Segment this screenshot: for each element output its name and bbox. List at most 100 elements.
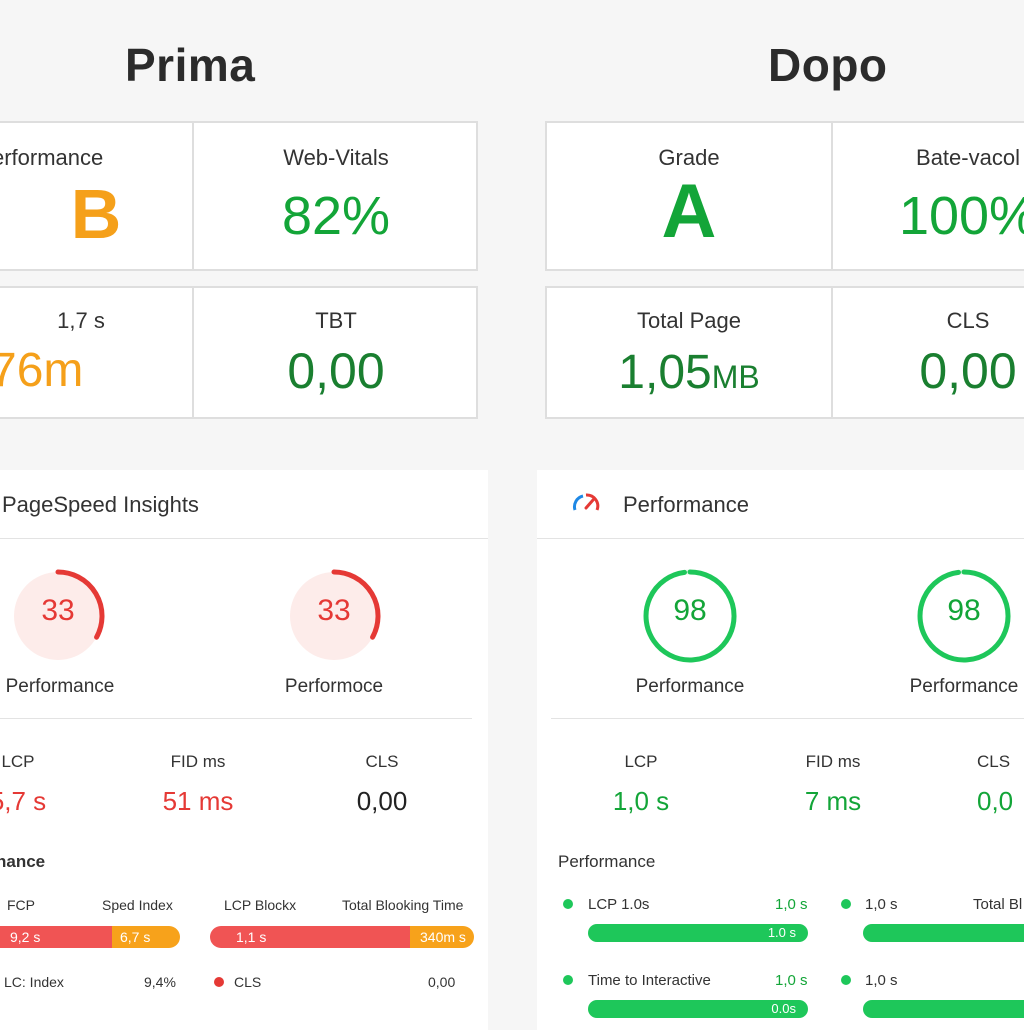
metric-lcp-value: 1,0 s [612,786,670,816]
gauge-label: Performance [5,676,115,697]
metric-fid-value: 51 ms [162,786,234,816]
audit-item-label: 1,0 s [865,896,898,913]
load-time-value: 76m [0,344,84,397]
grade-label: Grade [658,145,720,170]
fcp-speed-index-bar: 9,2 s 6,7 s [0,926,180,948]
bar-segment: 1,1 s [210,926,410,948]
grade-value: A [661,169,717,254]
audit-item-bar [863,924,1024,942]
gauge-score: 98 [947,594,981,627]
tbt-cell: TBT 0,00 [194,288,478,417]
section-label: Performance [558,852,656,871]
metric-cls-value: 0,0 [977,786,1014,816]
performance-gauge: 98 [914,566,1014,666]
pagespeed-header: PageSpeed Insights [0,470,488,539]
gauge-arc [917,569,1011,663]
bar-segment: 340m s [410,926,474,948]
bar-label-speed-index: Sped Index [102,897,173,913]
right-gtmetrix-card-top: Grade A Bate-vacol 100% [545,121,1024,271]
gauge-label: Performance [909,676,1019,697]
audit-item-label: Time to Interactive [588,972,711,989]
gauge-score: 33 [41,594,75,627]
load-time-cell: 1,7 s 76m [0,288,192,417]
green-dot-icon [841,899,851,909]
bate-vacol-cell: Bate-vacol 100% [833,123,1024,269]
bate-vacol-label: Bate-vacol [916,145,1020,170]
bar-segment: 1.0 s [767,925,796,940]
left-gtmetrix-card-bottom: 1,7 s 76m TBT 0,00 [0,286,478,419]
pagespeed-title: PageSpeed Insights [2,492,199,517]
metric-fid-label: FID ms [805,752,861,771]
right-cls-label: CLS [946,308,990,333]
total-page-unit: MB [711,359,760,395]
metric-cls-label: CLS [977,752,1011,771]
metric-fid-label: FID ms [170,752,226,771]
divider [192,123,194,269]
gauge-ring [290,569,381,660]
gauge-ring [14,569,105,660]
divider [831,123,833,269]
left-pagespeed-panel: PageSpeed Insights 33 Performance 33 Per… [0,470,488,1030]
right-column-title: Dopo [768,39,888,91]
green-dot-icon [841,975,851,985]
lcp-tbt-bar: 1,1 s 340m s [210,926,474,948]
lc-index-label: LC: Index [4,974,64,990]
green-dot-icon [563,975,573,985]
section-label: hance [0,852,46,871]
audit-item-value: Total Bl [973,896,1023,913]
audit-item-bar: 0.0s [588,1000,808,1018]
total-page-label: Total Page [637,308,741,333]
gauge-arc [331,569,381,640]
gauge-arc [643,569,737,663]
performance-label: erformance [0,145,104,170]
bar-label-total-blocking-time: Total Blooking Time [342,897,464,913]
web-vitals-cell: Web-Vitals 82% [194,123,478,269]
metric-lcp-label: LCP [624,752,658,771]
audit-item-bar: 1.0 s [588,924,808,942]
web-vitals-value: 82% [281,186,391,246]
gauge-score: 98 [673,594,707,627]
cls-value: 0,00 [428,974,456,990]
right-cls-value: 0,00 [919,343,1017,399]
bar-segment: 0.0s [771,1001,796,1016]
tbt-value: 0,00 [287,343,385,399]
gauge-label: Performance [635,676,745,697]
bate-vacol-value: 100% [898,186,1024,246]
audit-item-label: LCP 1.0s [588,896,650,913]
performance-grade-value: B [70,175,122,253]
bar-segment: 9,2 s [0,926,112,948]
metric-lcp-label: LCP [1,752,35,771]
cls-label: CLS [234,974,262,990]
red-dot-icon [214,977,224,987]
performance-gauge: 98 [640,566,740,666]
right-cls-cell: CLS 0,00 [833,288,1024,417]
total-page-value: 1,05MB [547,338,831,412]
metric-fid-value: 7 ms [804,786,862,816]
bar-label-lcp-block: LCP Blockx [224,897,297,913]
audit-item-value: 1,0 s [775,896,808,913]
metric-cls-label: CLS [365,752,399,771]
left-column-title: Prima [125,39,256,91]
lc-index-value: 9,4% [144,974,176,990]
divider [551,718,1024,719]
gauge-ring [643,569,737,663]
performance-title: Performance [623,492,749,517]
performance-gauge: 33 [8,566,108,666]
gauge-arc [55,569,105,640]
right-performance-panel: Performance 98 Performance 98 Performanc… [537,470,1024,1030]
audit-item-bar [863,1000,1024,1018]
tbt-label: TBT [315,308,357,333]
divider [192,288,194,417]
divider [831,288,833,417]
total-page-cell: Total Page 1,05MB [547,288,831,417]
audit-item-label: 1,0 s [865,972,898,989]
speedometer-icon [573,493,600,511]
right-gtmetrix-card-bottom: Total Page 1,05MB CLS 0,00 [545,286,1024,419]
load-time-label: 1,7 s [57,308,105,333]
green-dot-icon [563,899,573,909]
grade-cell: Grade A [547,123,831,269]
performance-grade-cell: erformance B [0,123,192,269]
web-vitals-label: Web-Vitals [283,145,389,170]
audit-item-value: 1,0 s [775,972,808,989]
bar-segment: 6,7 s [112,926,180,948]
